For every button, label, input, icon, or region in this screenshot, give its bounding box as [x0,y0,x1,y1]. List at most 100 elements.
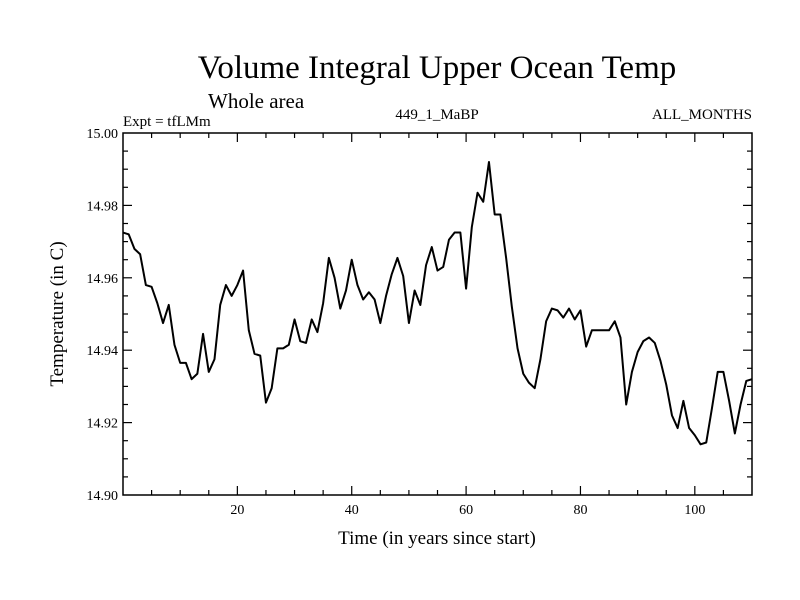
data-point [660,360,662,362]
data-point [185,362,187,364]
tick-marks [123,133,752,495]
data-point [557,309,559,311]
data-point [448,239,450,241]
plot-frame [122,132,753,496]
data-point [517,347,519,349]
data-point [385,295,387,297]
data-point [133,248,135,250]
data-point [168,304,170,306]
data-point [254,353,256,355]
data-point [414,289,416,291]
data-point [173,344,175,346]
data-point [151,286,153,288]
data-point [545,320,547,322]
data-point [677,427,679,429]
data-point [619,337,621,339]
data-point [534,387,536,389]
data-point [299,340,301,342]
data-point [608,329,610,331]
data-point [408,322,410,324]
data-point [522,373,524,375]
data-point [345,289,347,291]
data-point [745,380,747,382]
data-point [231,295,233,297]
chart-subtitle: Whole area [208,89,305,113]
data-point [322,302,324,304]
data-point [694,434,696,436]
data-point [682,400,684,402]
data-point [465,288,467,290]
data-point [242,270,244,272]
data-point [425,264,427,266]
data-point [311,318,313,320]
data-point [334,277,336,279]
data-point [259,355,261,357]
data-point [459,232,461,234]
data-point [419,304,421,306]
data-point [631,371,633,373]
data-point [574,318,576,320]
data-point [208,371,210,373]
x-tick-labels: 20 40 60 80 100 [230,503,705,518]
data-point [225,284,227,286]
data-point [625,404,627,406]
data-point [728,400,730,402]
data-point [128,233,130,235]
data-point [665,384,667,386]
data-point [271,387,273,389]
data-point [568,308,570,310]
y-axis-label: Temperature (in C) [47,241,68,386]
data-point [219,304,221,306]
x-tick-label: 60 [459,503,473,518]
data-point [597,329,599,331]
data-point [585,346,587,348]
data-point [351,259,353,261]
x-tick-label: 80 [573,503,587,518]
data-point [562,317,564,319]
data-point [471,226,473,228]
data-point [122,232,124,234]
run-label: 449_1_MaBP [395,107,478,123]
data-point [482,201,484,203]
data-point [196,373,198,375]
y-tick-label: 14.98 [87,199,119,214]
y-tick-label: 14.90 [87,489,119,504]
x-axis-label: Time (in years since start) [338,528,536,549]
data-point [316,331,318,333]
data-point [339,308,341,310]
data-point [648,337,650,339]
data-point [294,318,296,320]
y-tick-label: 14.92 [87,417,119,432]
x-tick-label: 20 [230,503,244,518]
data-point [705,442,707,444]
data-point [437,270,439,272]
data-point [717,371,719,373]
period-label: ALL_MONTHS [652,107,752,123]
data-point [751,378,753,380]
data-point [202,333,204,335]
data-point [602,329,604,331]
chart-title: Volume Integral Upper Ocean Temp [198,50,676,86]
data-point [505,257,507,259]
data-point [734,432,736,434]
data-point [539,358,541,360]
data-point [156,302,158,304]
y-tick-label: 15.00 [87,127,119,142]
data-point [711,407,713,409]
series-line [122,160,753,446]
data-point [442,266,444,268]
data-point [740,404,742,406]
x-tick-label: 100 [684,503,705,518]
data-point [722,371,724,373]
data-point [379,322,381,324]
data-point [637,351,639,353]
data-point [591,329,593,331]
data-point [391,273,393,275]
data-point [374,299,376,301]
data-point [265,402,267,404]
data-point [671,414,673,416]
data-point [402,275,404,277]
data-point [276,347,278,349]
data-point [499,213,501,215]
